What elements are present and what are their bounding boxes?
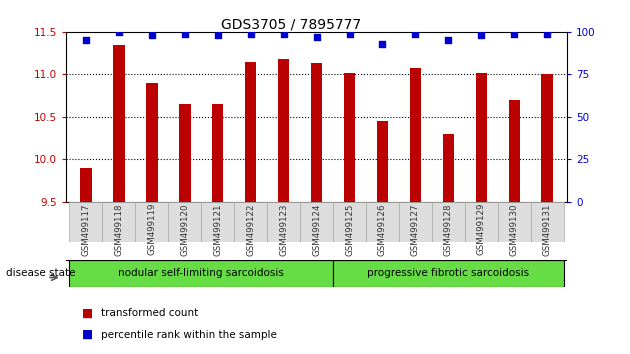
Text: GSM499124: GSM499124 xyxy=(312,203,321,256)
Bar xyxy=(344,73,355,202)
Text: GSM499125: GSM499125 xyxy=(345,203,354,256)
Bar xyxy=(443,134,454,202)
Bar xyxy=(410,68,421,202)
Point xyxy=(213,33,223,38)
Point xyxy=(278,31,289,36)
Text: GSM499123: GSM499123 xyxy=(279,203,288,256)
Bar xyxy=(530,202,564,242)
Point xyxy=(114,29,124,35)
Point xyxy=(542,31,553,36)
Text: GDS3705 / 7895777: GDS3705 / 7895777 xyxy=(222,18,362,32)
Text: transformed count: transformed count xyxy=(101,308,198,318)
Text: ■: ■ xyxy=(82,307,93,320)
Text: percentile rank within the sample: percentile rank within the sample xyxy=(101,330,277,339)
Text: GSM499126: GSM499126 xyxy=(378,203,387,256)
Point xyxy=(147,33,157,38)
Bar xyxy=(333,260,564,287)
Bar xyxy=(508,100,520,202)
Text: GSM499122: GSM499122 xyxy=(246,203,255,256)
Bar xyxy=(267,202,300,242)
Point xyxy=(476,33,486,38)
Text: GSM499130: GSM499130 xyxy=(510,203,518,256)
Text: nodular self-limiting sarcoidosis: nodular self-limiting sarcoidosis xyxy=(118,268,284,279)
Bar xyxy=(311,63,323,202)
Text: GSM499127: GSM499127 xyxy=(411,203,420,256)
Point xyxy=(180,31,190,36)
Text: GSM499129: GSM499129 xyxy=(477,203,486,255)
Text: ■: ■ xyxy=(82,328,93,341)
Bar xyxy=(179,104,190,202)
Text: GSM499121: GSM499121 xyxy=(213,203,222,256)
Text: progressive fibrotic sarcoidosis: progressive fibrotic sarcoidosis xyxy=(367,268,529,279)
Bar xyxy=(80,168,92,202)
Text: GSM499131: GSM499131 xyxy=(542,203,552,256)
Bar xyxy=(476,73,487,202)
Bar xyxy=(245,62,256,202)
Bar xyxy=(113,45,125,202)
Point xyxy=(81,38,91,43)
Text: disease state: disease state xyxy=(6,268,76,279)
Bar xyxy=(103,202,135,242)
Bar xyxy=(146,83,158,202)
Text: GSM499120: GSM499120 xyxy=(180,203,189,256)
Bar xyxy=(168,202,201,242)
Bar xyxy=(212,104,224,202)
Bar xyxy=(541,74,553,202)
Bar xyxy=(498,202,530,242)
Bar xyxy=(366,202,399,242)
Point xyxy=(509,31,519,36)
Text: GSM499117: GSM499117 xyxy=(81,203,91,256)
Text: GSM499119: GSM499119 xyxy=(147,203,156,255)
Bar xyxy=(399,202,432,242)
Point xyxy=(444,38,454,43)
Bar xyxy=(465,202,498,242)
Bar xyxy=(377,121,388,202)
Point xyxy=(311,34,321,40)
Point xyxy=(410,31,420,36)
Bar xyxy=(69,260,333,287)
Point xyxy=(377,41,387,47)
Point xyxy=(345,31,355,36)
Bar xyxy=(333,202,366,242)
Text: GSM499118: GSM499118 xyxy=(115,203,123,256)
Point xyxy=(246,31,256,36)
Bar xyxy=(135,202,168,242)
Bar xyxy=(432,202,465,242)
Text: GSM499128: GSM499128 xyxy=(444,203,453,256)
Bar xyxy=(300,202,333,242)
Bar xyxy=(201,202,234,242)
Bar xyxy=(234,202,267,242)
Bar xyxy=(69,202,103,242)
Bar xyxy=(278,59,289,202)
